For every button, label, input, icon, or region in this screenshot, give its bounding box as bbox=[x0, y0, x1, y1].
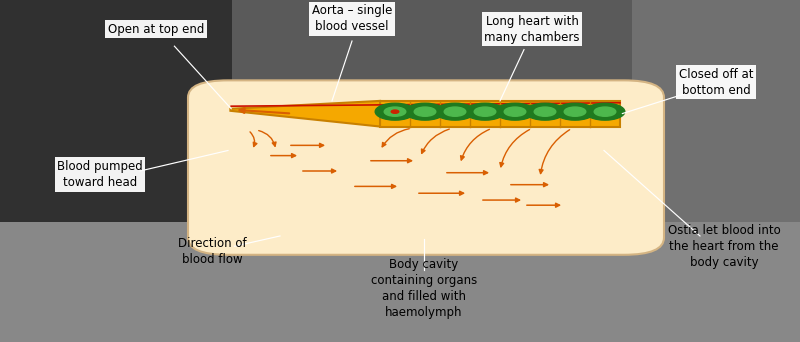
FancyBboxPatch shape bbox=[188, 80, 664, 255]
Text: Closed off at
bottom end: Closed off at bottom end bbox=[678, 68, 754, 96]
Text: Long heart with
many chambers: Long heart with many chambers bbox=[484, 15, 580, 43]
Text: Body cavity
containing organs
and filled with
haemolymph: Body cavity containing organs and filled… bbox=[371, 259, 477, 319]
Circle shape bbox=[526, 103, 565, 120]
Text: Open at top end: Open at top end bbox=[108, 23, 204, 36]
Text: Direction of
blood flow: Direction of blood flow bbox=[178, 237, 246, 266]
Circle shape bbox=[594, 107, 616, 116]
Text: Ostia let blood into
the heart from the
body cavity: Ostia let blood into the heart from the … bbox=[668, 224, 780, 269]
Circle shape bbox=[474, 107, 496, 116]
FancyBboxPatch shape bbox=[0, 222, 800, 342]
Circle shape bbox=[586, 103, 625, 120]
Circle shape bbox=[466, 103, 505, 120]
Circle shape bbox=[405, 103, 445, 120]
Circle shape bbox=[564, 107, 586, 116]
Circle shape bbox=[375, 103, 415, 120]
FancyBboxPatch shape bbox=[0, 0, 232, 342]
FancyBboxPatch shape bbox=[632, 0, 800, 342]
FancyBboxPatch shape bbox=[232, 0, 632, 342]
Circle shape bbox=[435, 103, 475, 120]
Polygon shape bbox=[230, 101, 380, 127]
Circle shape bbox=[534, 107, 556, 116]
Circle shape bbox=[414, 107, 436, 116]
Circle shape bbox=[555, 103, 594, 120]
Circle shape bbox=[391, 110, 398, 113]
Text: Blood pumped
toward head: Blood pumped toward head bbox=[57, 160, 143, 189]
Text: Aorta – single
blood vessel: Aorta – single blood vessel bbox=[312, 4, 392, 33]
Circle shape bbox=[384, 107, 406, 116]
Bar bbox=[380, 101, 620, 127]
Circle shape bbox=[504, 107, 526, 116]
Circle shape bbox=[444, 107, 466, 116]
Circle shape bbox=[495, 103, 534, 120]
